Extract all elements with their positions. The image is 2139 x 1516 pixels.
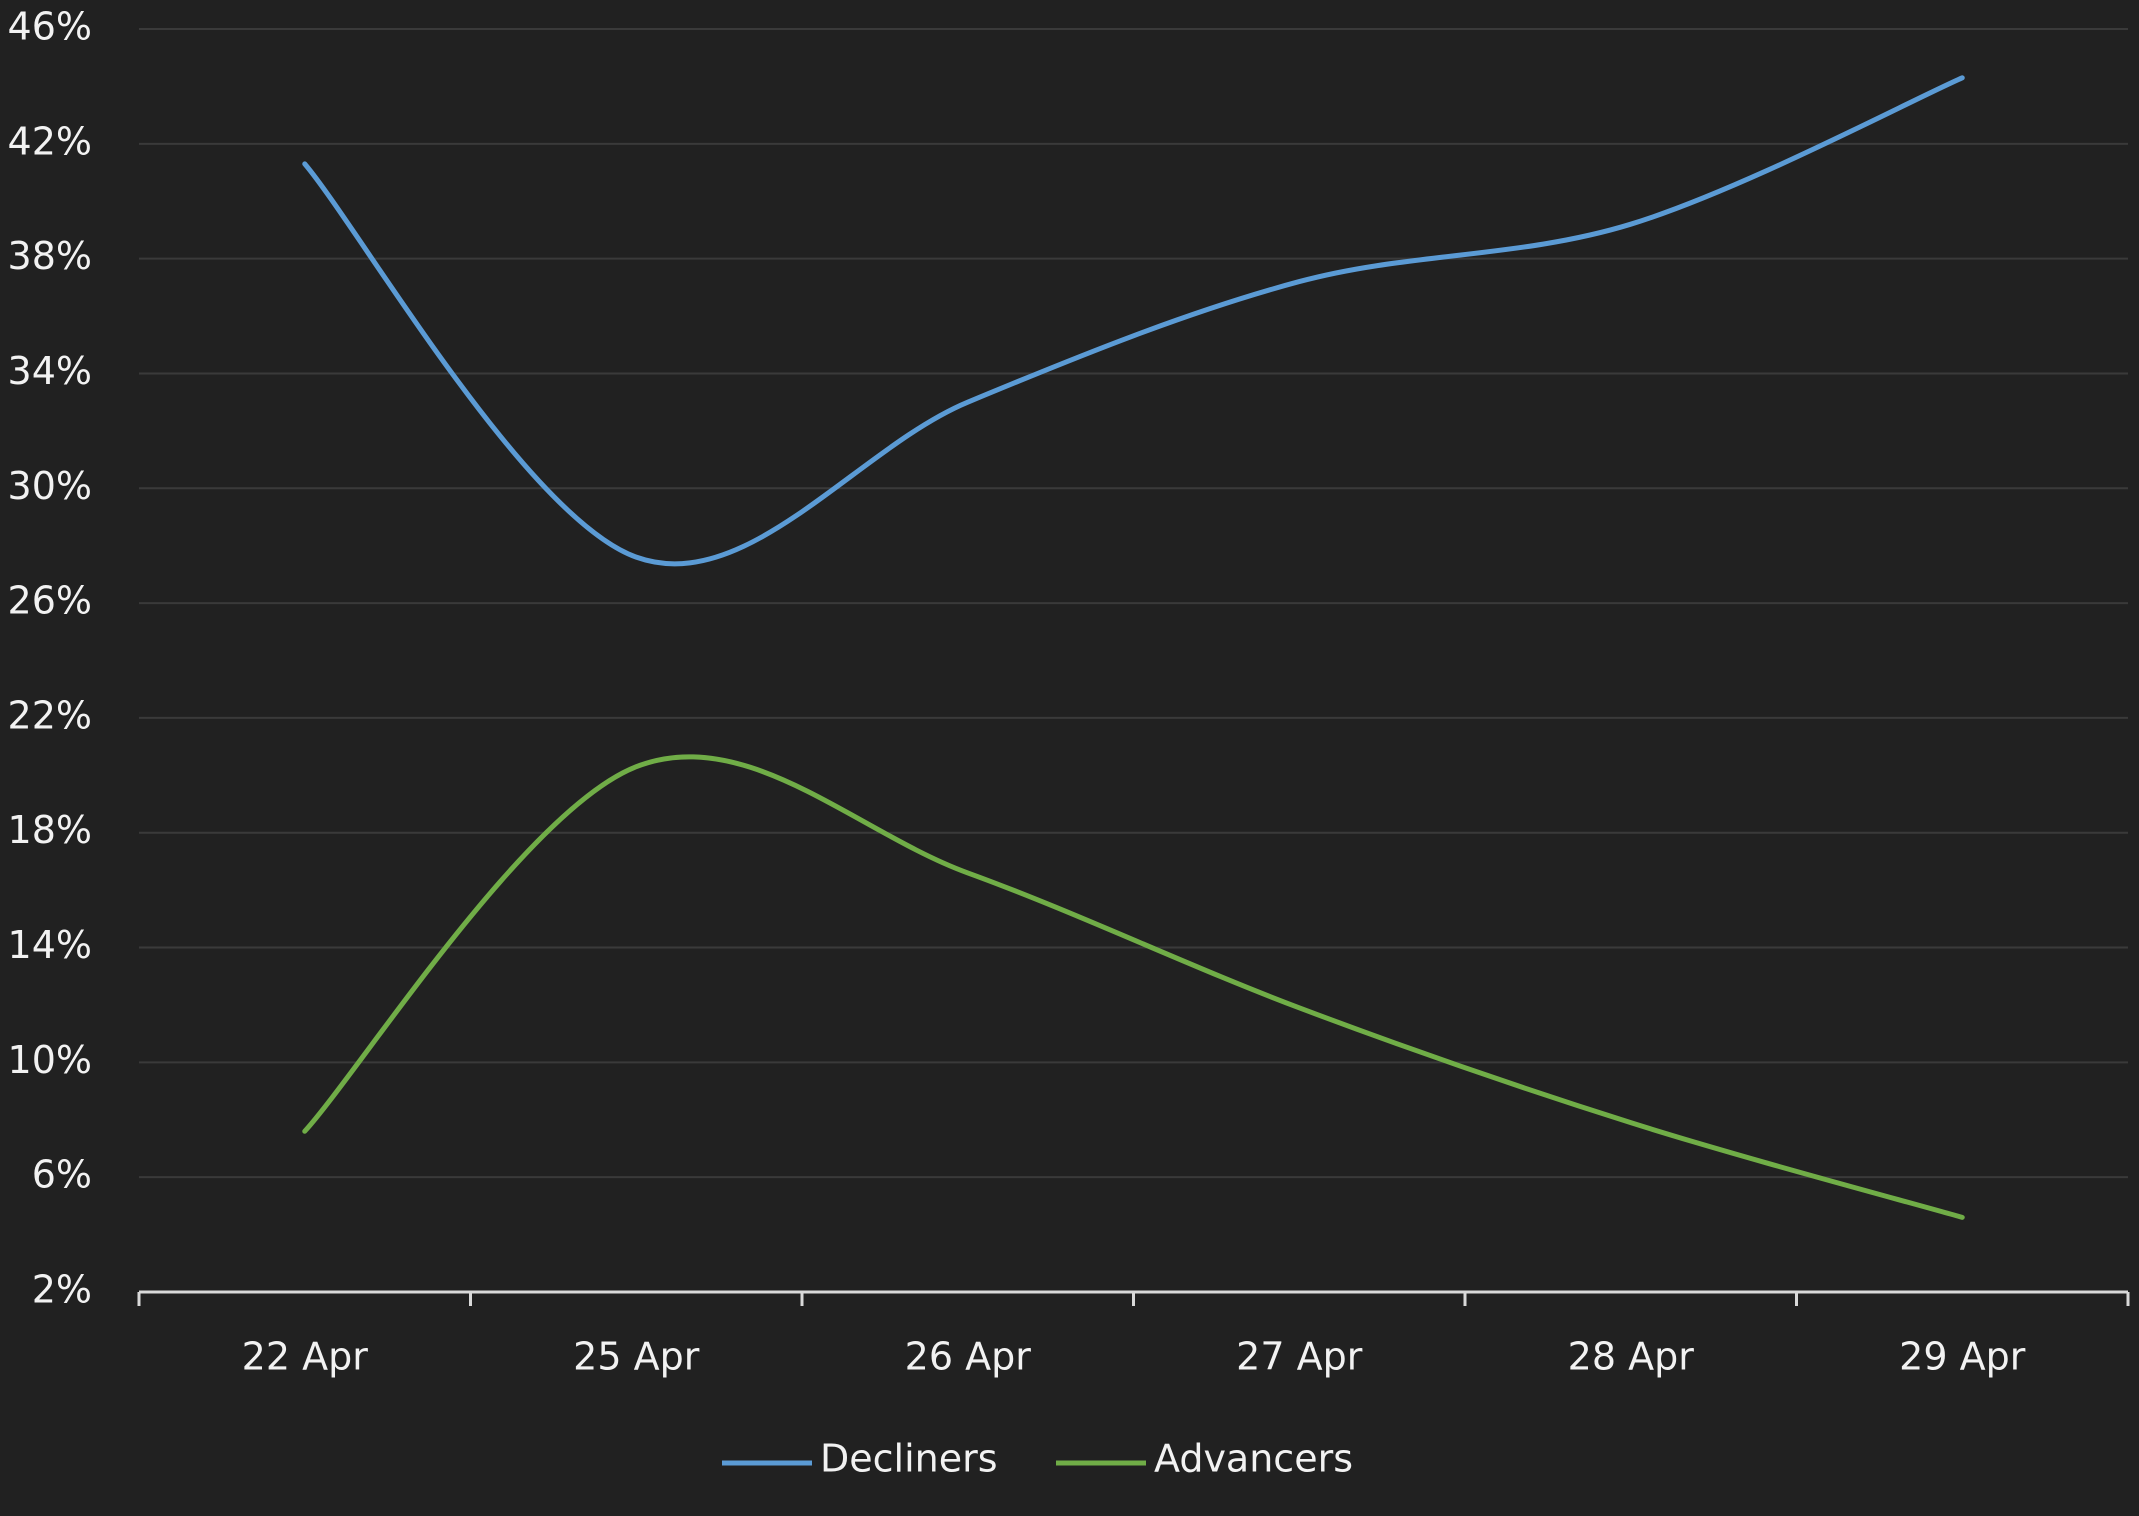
y-tick-label: 2%: [32, 1268, 92, 1312]
y-tick-label: 6%: [32, 1153, 92, 1197]
legend-label: Advancers: [1154, 1437, 1353, 1481]
y-tick-label: 34%: [8, 349, 92, 393]
y-tick-label: 46%: [8, 5, 92, 49]
x-tick-label: 26 Apr: [905, 1335, 1032, 1379]
legend-label: Decliners: [820, 1437, 998, 1481]
y-tick-label: 10%: [8, 1038, 92, 1082]
x-tick-label: 28 Apr: [1568, 1335, 1695, 1379]
y-tick-label: 38%: [8, 234, 92, 278]
y-tick-label: 18%: [8, 808, 92, 852]
x-tick-label: 22 Apr: [242, 1335, 369, 1379]
y-tick-label: 26%: [8, 579, 92, 623]
y-tick-label: 14%: [8, 923, 92, 967]
y-tick-label: 42%: [8, 119, 92, 163]
x-tick-label: 25 Apr: [573, 1335, 700, 1379]
x-tick-label: 29 Apr: [1899, 1335, 2026, 1379]
y-tick-label: 30%: [8, 464, 92, 508]
y-tick-label: 22%: [8, 693, 92, 737]
series-line: [302, 75, 1965, 567]
series-line: [302, 754, 1965, 1220]
x-tick-label: 27 Apr: [1236, 1335, 1363, 1379]
